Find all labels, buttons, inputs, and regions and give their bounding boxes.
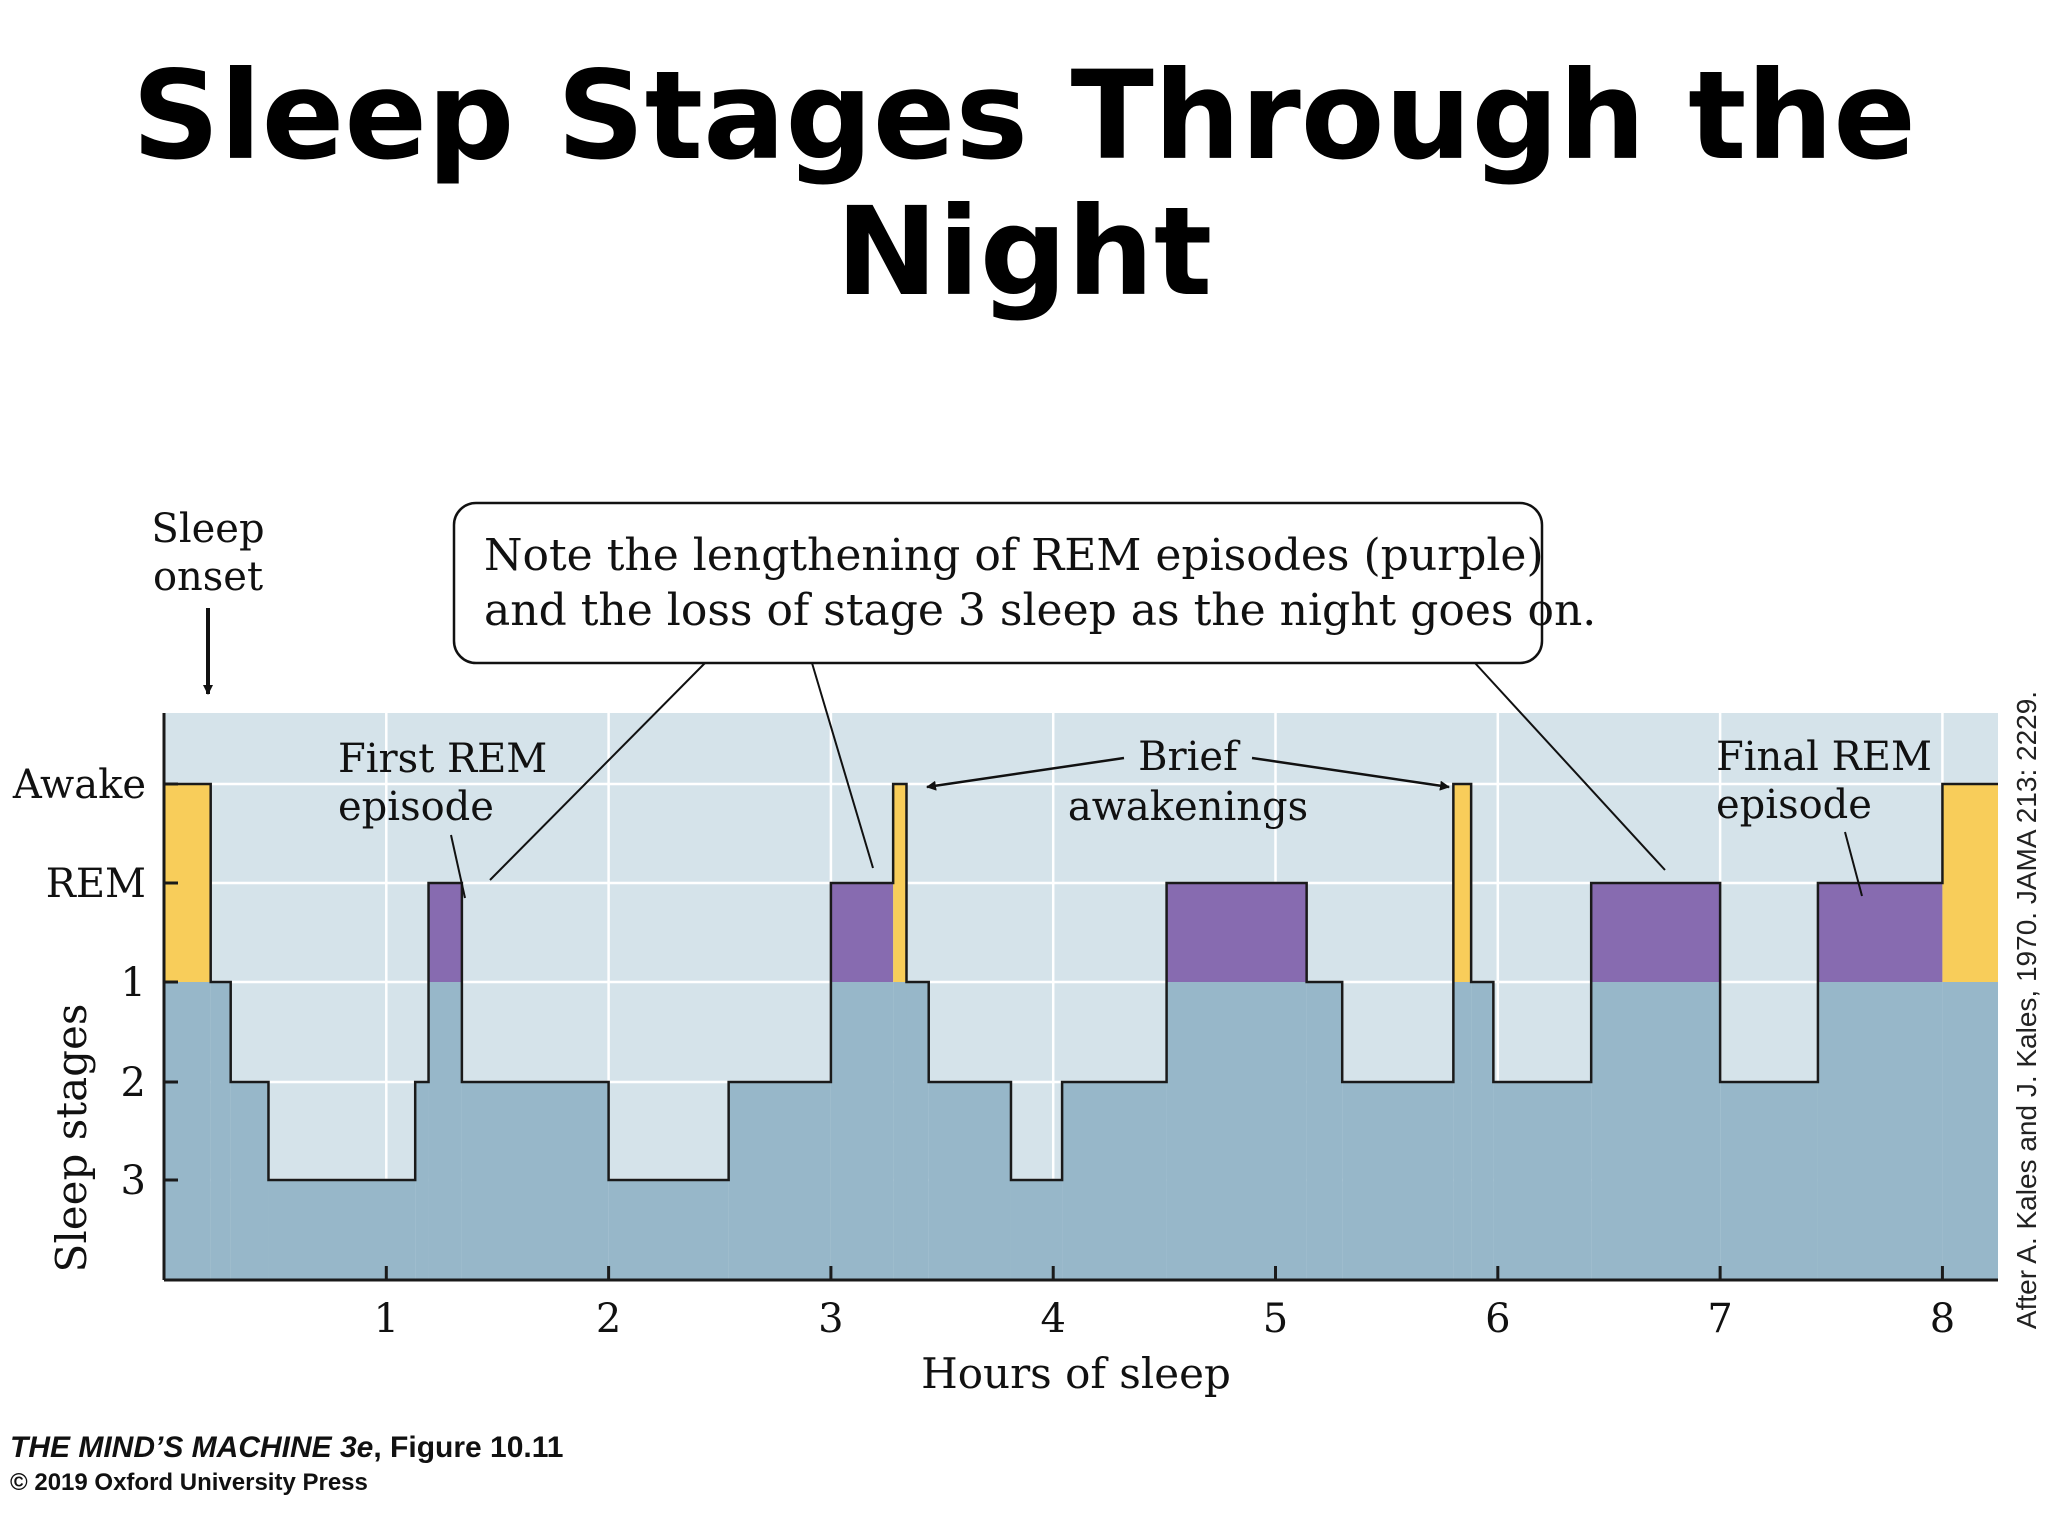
source-credit: After A. Kales and J. Kales, 1970. JAMA … (2011, 691, 2042, 1329)
first-rem-pointer (450, 834, 466, 899)
callout-text-line-1: Note the lengthening of REM episodes (pu… (484, 530, 1544, 581)
y-stage-label: 1 (121, 960, 146, 1006)
y-stage-label: REM (46, 861, 146, 907)
footer-figure-label: , Figure 10.11 (373, 1431, 563, 1464)
x-tick-label: 4 (1040, 1296, 1065, 1342)
rem-episode (428, 883, 462, 982)
rem-episode (1166, 883, 1307, 982)
awake-episode (1942, 784, 1998, 982)
brief-awakenings-label-line-1: Brief (1138, 734, 1241, 780)
y-stage-label: 2 (121, 1060, 146, 1106)
sleep-depth-segment (1342, 1082, 1454, 1280)
x-tick-label: 1 (374, 1296, 399, 1342)
y-stage-label: Awake (12, 762, 146, 808)
callout-text-line-2: and the loss of stage 3 sleep as the nig… (484, 585, 1596, 636)
sleep-depth-segment (1306, 982, 1343, 1280)
sleep-depth-segment (1062, 1082, 1167, 1280)
x-tick-label: 2 (596, 1296, 621, 1342)
y-stage-label: 3 (121, 1158, 146, 1204)
page-title: Sleep Stages Through the Night (0, 48, 2048, 320)
sleep-depth-segment (230, 1082, 269, 1280)
footer-book-title: THE MIND’S MACHINE 3e (10, 1431, 373, 1464)
sleep-depth-segment (415, 1082, 429, 1280)
axes (162, 713, 1998, 1282)
rem-episode (1817, 883, 1943, 982)
final-rem-label-line-2: episode (1716, 782, 1872, 828)
sleep-depth-segment (830, 982, 894, 1280)
final-rem-pointer (1844, 831, 1863, 897)
sleep-depth-segment (1453, 982, 1472, 1280)
x-tick-label: 3 (818, 1296, 843, 1342)
sleep-depth-segment (1166, 982, 1307, 1280)
x-tick-label: 5 (1263, 1296, 1288, 1342)
sleep-depth-segment (1720, 1082, 1818, 1280)
callout-box (452, 501, 1544, 665)
callout-leader-third-rem (811, 662, 874, 869)
title-line-2: Night (835, 181, 1213, 323)
footer-copyright: © 2019 Oxford University Press (10, 1469, 368, 1496)
sleep-onset-label-line-1: Sleep (151, 506, 264, 552)
awake-episode (893, 784, 907, 982)
sleep-depth-segment (461, 1082, 609, 1280)
sleep-depth-segment (728, 1082, 831, 1280)
sleep-depth-segment (1591, 982, 1721, 1280)
sleep-depth-segment (428, 982, 462, 1280)
callout-leader-first-rem (489, 662, 706, 881)
footer-figure-line: THE MIND’S MACHINE 3e, Figure 10.11 (10, 1431, 563, 1464)
rem-episode (1591, 883, 1721, 982)
sleep-depth-segment (928, 1082, 1011, 1280)
sleep-depth-segment (268, 1180, 416, 1280)
y-axis-label: Sleep stages (47, 1004, 96, 1273)
awake-episode (1453, 784, 1472, 982)
x-tick-label: 6 (1485, 1296, 1510, 1342)
sleep-depth-segment (1493, 1082, 1592, 1280)
sleep-depth-segment (906, 982, 929, 1280)
sleep-depth-segment (1942, 982, 1998, 1280)
sleep-depth-segment (210, 982, 231, 1280)
stage-fills (164, 784, 1998, 1280)
rem-episode (830, 883, 894, 982)
x-tick-label: 7 (1707, 1296, 1732, 1342)
first-rem-label-line-2: episode (338, 784, 494, 830)
x-tick-label: 8 (1930, 1296, 1955, 1342)
brief-awakening-arrow-right (1251, 756, 1450, 791)
x-tick-labels: 1 2 3 4 5 6 7 8 (374, 1266, 1955, 1342)
x-axis-label: Hours of sleep (921, 1349, 1231, 1398)
first-rem-label-line-1: First REM (338, 736, 547, 782)
sleep-depth-segment (893, 982, 907, 1280)
final-rem-label-line-1: Final REM (1716, 734, 1932, 780)
sleep-depth-segment (608, 1180, 729, 1280)
sleep-onset-label-line-2: onset (153, 554, 263, 600)
sleep-depth-segment (1471, 982, 1494, 1280)
hypnogram-outline (164, 782, 1998, 1182)
title-line-1: Sleep Stages Through the (131, 45, 1917, 187)
sleep-depth-segment (1817, 982, 1943, 1280)
brief-awakening-arrow-left (926, 756, 1125, 791)
sleep-depth-segment (164, 982, 211, 1280)
callout-leader-late-rem (1474, 662, 1666, 871)
y-stage-labels: Awake REM 1 2 3 (12, 762, 146, 1204)
sleep-depth-segment (1010, 1180, 1063, 1280)
brief-awakenings-label-line-2: awakenings (1068, 784, 1308, 830)
